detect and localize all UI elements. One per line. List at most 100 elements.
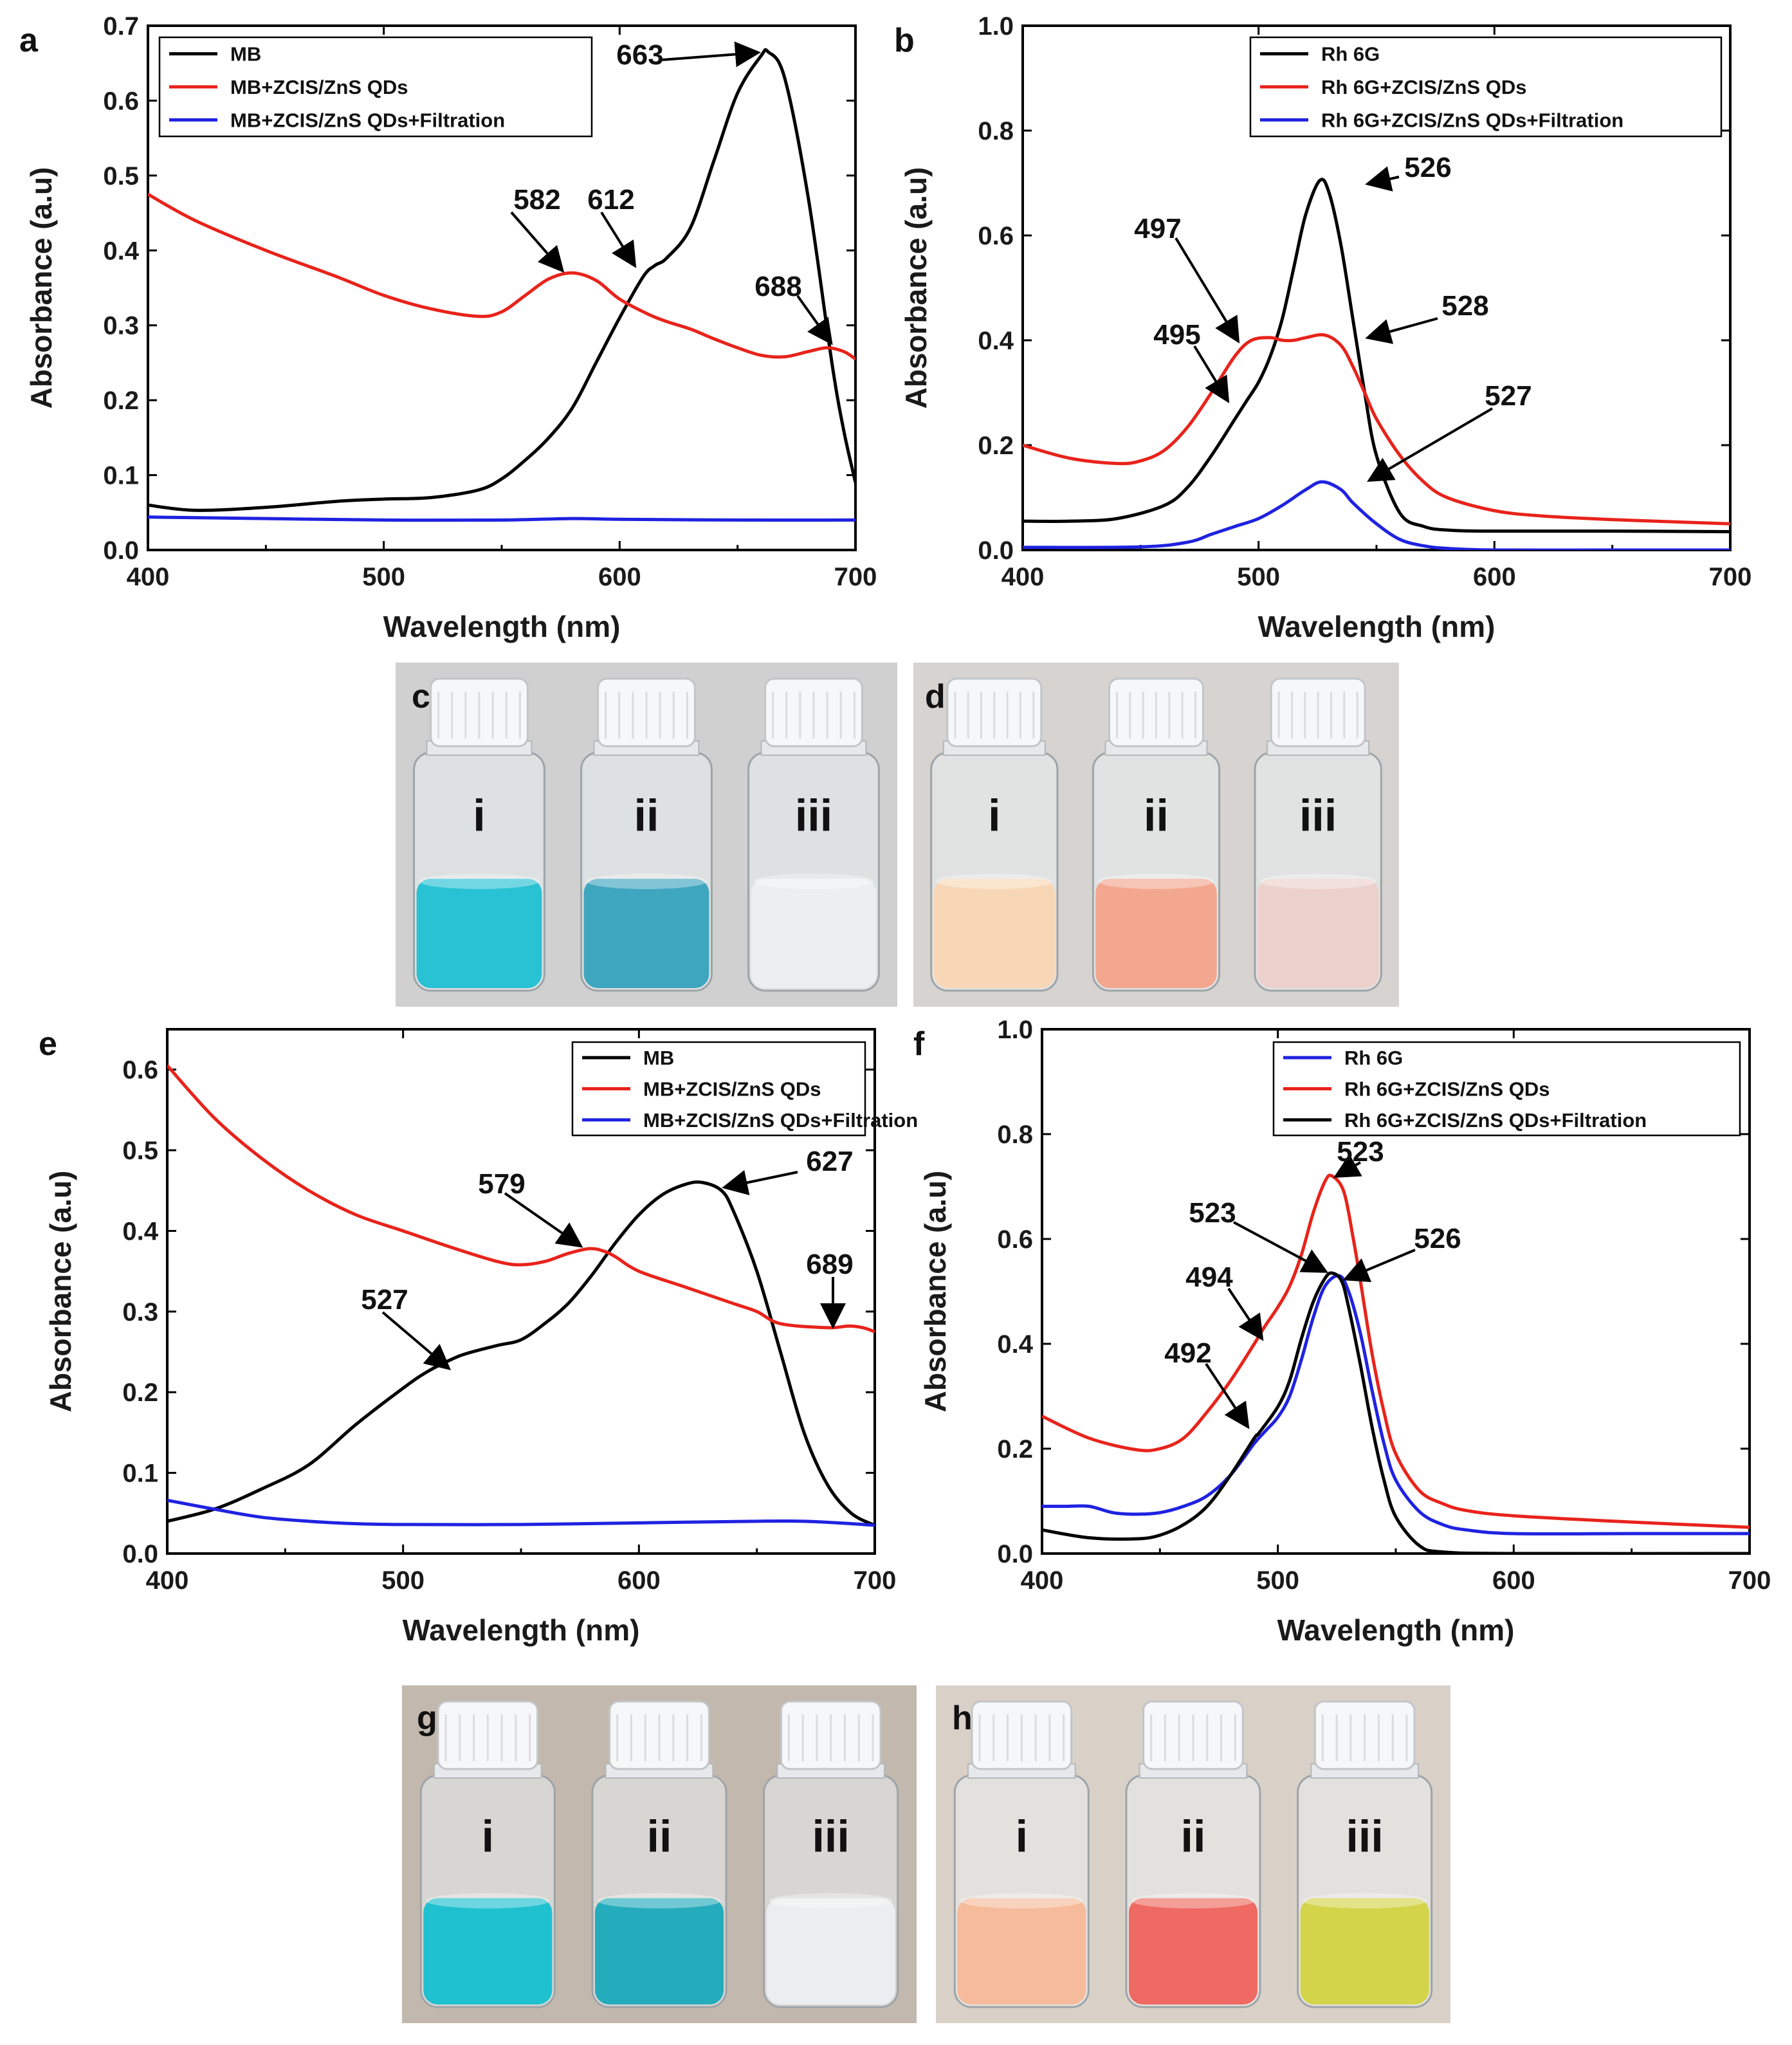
y-tick-label: 0.6 bbox=[122, 1056, 158, 1085]
peak-annotation: 528 bbox=[1441, 290, 1488, 322]
y-tick-label: 0.4 bbox=[122, 1217, 158, 1245]
y-tick-label: 0.1 bbox=[122, 1460, 158, 1488]
panel-letter-f: f bbox=[913, 1025, 925, 1063]
liquid-meniscus bbox=[598, 1893, 721, 1909]
y-tick-label: 0.5 bbox=[122, 1137, 158, 1165]
panel-letter-g: g bbox=[417, 1700, 437, 1737]
vial-liquid bbox=[1095, 879, 1217, 988]
vial-label: iii bbox=[1346, 1811, 1383, 1861]
y-tick-label: 0.7 bbox=[103, 12, 139, 41]
legend: Rh 6G Rh 6G+ZCIS/ZnS QDs Rh 6G+ZCIS/ZnS QD… bbox=[1272, 1041, 1741, 1137]
chart-panel-e: e 400 500 600 700 0.0 0.1 0.2 0.3 0.4 0.5 0.6 Wavele… bbox=[39, 1025, 918, 1647]
panel-letter-b: b bbox=[894, 22, 915, 59]
panel-letter-d: d bbox=[925, 678, 946, 715]
x-tick-label: 600 bbox=[1492, 1566, 1535, 1595]
x-tick-label: 700 bbox=[1709, 563, 1752, 591]
y-tick-label: 0.6 bbox=[103, 87, 139, 115]
vial-label: i bbox=[473, 791, 485, 841]
annotation-arrow bbox=[1367, 407, 1494, 482]
vial-liquid bbox=[423, 1898, 553, 2004]
y-tick-label: 0.3 bbox=[103, 312, 139, 340]
vial-label: iii bbox=[812, 1811, 849, 1861]
peak-annotation: 527 bbox=[1485, 380, 1531, 412]
x-tick-label: 700 bbox=[854, 1566, 897, 1595]
x-axis-label: Wavelength (nm) bbox=[383, 610, 621, 643]
peak-annotation: 526 bbox=[1414, 1223, 1461, 1254]
y-tick-label: 0.0 bbox=[103, 536, 139, 565]
vial-ii: ii bbox=[1125, 1700, 1261, 2008]
x-axis-label: Wavelength (nm) bbox=[1258, 610, 1495, 643]
series-line-mb-zcis-zns-qds bbox=[148, 192, 855, 361]
y-tick-label: 1.0 bbox=[978, 12, 1014, 41]
legend-entry: MB+ZCIS/ZnS QDs+Filtration bbox=[643, 1109, 918, 1132]
legend-entry: Rh 6G bbox=[1344, 1047, 1403, 1069]
y-tick-label: 0.0 bbox=[978, 536, 1014, 565]
annotation-arrow bbox=[1342, 1249, 1416, 1283]
annotation-arrow bbox=[722, 1169, 798, 1196]
liquid-meniscus bbox=[936, 874, 1052, 890]
series-line-rh-6g-zcis-zns-qds bbox=[1042, 1173, 1750, 1529]
vial-i: i bbox=[419, 1700, 556, 2008]
peak-annotation: 612 bbox=[587, 184, 634, 216]
y-tick-label: 0.6 bbox=[997, 1225, 1033, 1254]
x-tick-label: 400 bbox=[1021, 1566, 1064, 1595]
peak-annotation: 492 bbox=[1164, 1337, 1211, 1369]
annotation-arrow bbox=[1193, 345, 1230, 403]
legend-box bbox=[1249, 36, 1723, 138]
vial-i: i bbox=[413, 677, 545, 992]
series-line-mb-zcis-zns-qds bbox=[167, 1064, 875, 1334]
y-tick-label: 0.3 bbox=[122, 1298, 158, 1326]
peak-annotation: 579 bbox=[478, 1168, 525, 1200]
liquid-meniscus bbox=[419, 874, 540, 890]
x-tick-label: 400 bbox=[146, 1566, 189, 1595]
vial-liquid bbox=[1300, 1898, 1429, 2004]
vial-label: ii bbox=[634, 791, 659, 841]
y-axis-label: Absorbance (a.u) bbox=[899, 167, 933, 409]
chart-panel-b: b 400 500 600 700 0.0 0.2 0.4 0.6 0.8 1.0 Wavelengt… bbox=[894, 12, 1751, 643]
series-line-rh-6g-zcis-zns-qds-filtration bbox=[1023, 480, 1730, 550]
peak-annotation: 523 bbox=[1337, 1136, 1384, 1168]
legend-box bbox=[1272, 1041, 1741, 1137]
legend: Rh 6G Rh 6G+ZCIS/ZnS QDs Rh 6G+ZCIS/ZnS QD… bbox=[1249, 36, 1723, 138]
y-tick-label: 0.4 bbox=[997, 1330, 1033, 1359]
liquid-meniscus bbox=[753, 874, 874, 890]
peak-annotation: 523 bbox=[1189, 1197, 1236, 1229]
y-tick-label: 0.8 bbox=[978, 117, 1014, 145]
y-tick-label: 0.4 bbox=[103, 237, 139, 265]
x-axis-label: Wavelength (nm) bbox=[403, 1613, 640, 1647]
legend-entry: MB bbox=[230, 43, 261, 66]
vial-label: i bbox=[988, 791, 1000, 841]
chart-panel-a: a 400 500 600 700 0.0 0.1 0.2 0.3 0.4 0.5 0.6 0.7 Wav… bbox=[19, 12, 877, 643]
y-tick-label: 1.0 bbox=[997, 1016, 1033, 1044]
vial-iii: iii bbox=[1297, 1700, 1433, 2008]
y-tick-label: 0.2 bbox=[103, 387, 139, 415]
vial-label: i bbox=[482, 1811, 494, 1861]
peak-annotation: 495 bbox=[1153, 319, 1200, 351]
peak-annotation: 663 bbox=[616, 39, 663, 71]
vial-i: i bbox=[930, 677, 1059, 992]
vial-iii: iii bbox=[747, 677, 880, 992]
y-tick-label: 0.0 bbox=[997, 1540, 1033, 1568]
series-line-mb bbox=[148, 48, 855, 512]
legend-entry: MB bbox=[643, 1047, 674, 1069]
series-line-rh-6g-zcis-zns-qds bbox=[1023, 333, 1730, 526]
annotation-arrow bbox=[510, 211, 565, 273]
legend-entry: Rh 6G bbox=[1321, 43, 1380, 66]
annotation-arrow bbox=[381, 1311, 452, 1371]
series-line-rh-6g bbox=[1023, 178, 1730, 533]
y-axis-label: Absorbance (a.u) bbox=[24, 167, 58, 409]
liquid-meniscus bbox=[1260, 874, 1376, 890]
vial-liquid bbox=[595, 1898, 724, 2004]
peak-annotation: 526 bbox=[1404, 152, 1451, 183]
series-line-mb-zcis-zns-qds-filtration bbox=[167, 1498, 875, 1527]
annotation-arrow bbox=[504, 1192, 583, 1248]
annotation-arrow bbox=[1365, 317, 1438, 344]
x-tick-label: 500 bbox=[362, 563, 405, 591]
liquid-meniscus bbox=[586, 874, 707, 890]
annotation-arrow bbox=[600, 211, 637, 268]
annotation-arrow bbox=[1205, 1362, 1250, 1429]
legend-entry: Rh 6G+ZCIS/ZnS QDs+Filtration bbox=[1321, 109, 1623, 131]
